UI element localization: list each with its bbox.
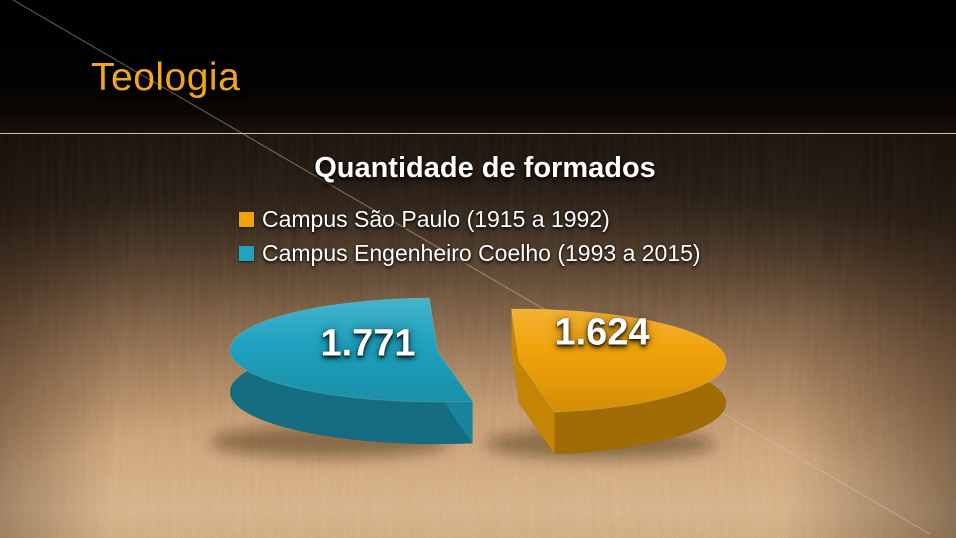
legend-swatch [239,245,254,261]
legend-item: Campus Engenheiro Coelho (1993 a 2015) [239,236,701,270]
slice-value-label: 1.624 [554,311,650,354]
slide-heading: Teologia [91,56,241,99]
slice-value-label: 1.771 [320,322,416,365]
legend-item: Campus São Paulo (1915 a 1992) [239,202,701,236]
legend-label: Campus São Paulo (1915 a 1992) [262,205,610,232]
legend-label: Campus Engenheiro Coelho (1993 a 2015) [262,239,701,266]
chart-legend: Campus São Paulo (1915 a 1992) Campus Eng… [239,202,701,270]
parchment-background [0,133,956,538]
chart-title: Quantidade de formados [314,152,656,184]
legend-swatch [239,211,254,227]
header-band: Teologia [0,0,956,134]
